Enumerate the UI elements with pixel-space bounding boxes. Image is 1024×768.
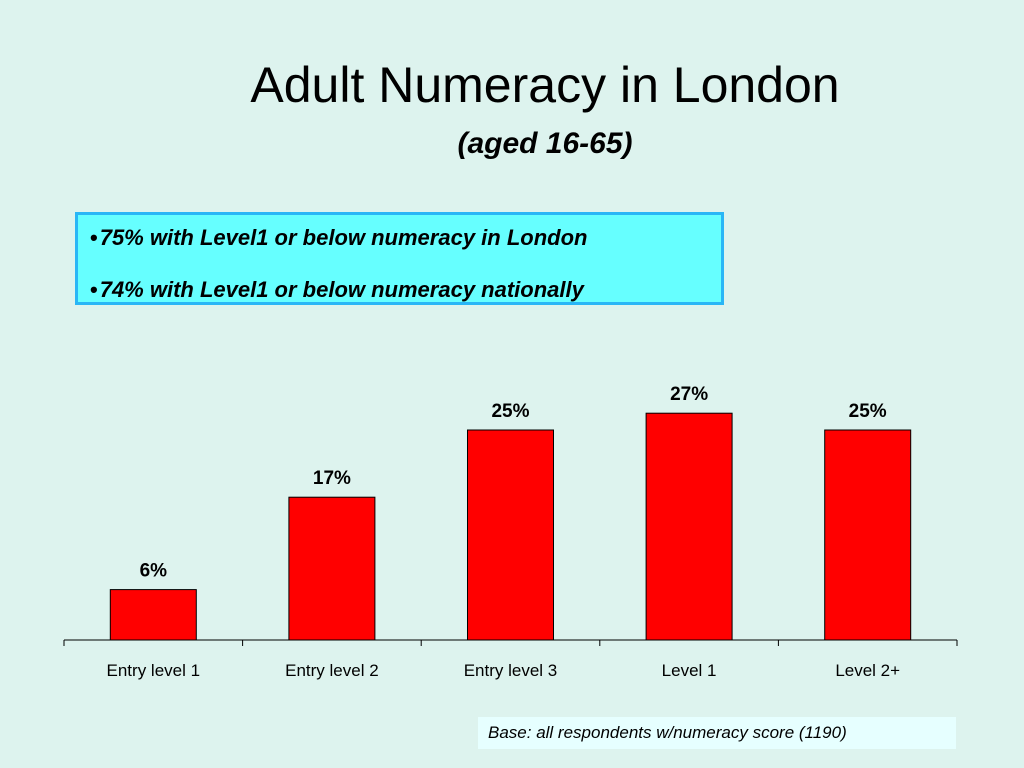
bar <box>824 429 912 641</box>
callout-item-text: 74% with Level1 or below numeracy nation… <box>99 277 584 302</box>
bar <box>645 412 733 641</box>
data-label: 25% <box>491 401 529 422</box>
slide-title: Adult Numeracy in London <box>250 57 840 113</box>
data-label: 6% <box>140 561 168 582</box>
slide-subtitle: (aged 16-65) <box>457 127 633 160</box>
x-tick-label: Level 1 <box>662 661 717 680</box>
x-tick-label: Entry level 2 <box>285 661 379 680</box>
data-label: 25% <box>849 401 887 422</box>
x-tick-label: Level 2+ <box>835 661 900 680</box>
bullet-icon: • <box>90 277 98 302</box>
data-label: 27% <box>670 384 708 405</box>
callout-item-text: 75% with Level1 or below numeracy in Lon… <box>99 225 588 250</box>
x-tick-label: Entry level 1 <box>107 661 201 680</box>
x-tick-label: Entry level 3 <box>464 661 558 680</box>
callout-box: •75% with Level1 or below numeracy in Lo… <box>75 212 724 305</box>
data-label: 17% <box>313 468 351 489</box>
bar <box>109 589 197 641</box>
bar <box>467 429 554 641</box>
callout-item: •75% with Level1 or below numeracy in Lo… <box>90 225 587 251</box>
base-footnote: Base: all respondents w/numeracy score (… <box>478 717 956 749</box>
bullet-icon: • <box>90 225 98 250</box>
callout-item: •74% with Level1 or below numeracy natio… <box>90 277 584 303</box>
bar <box>288 496 376 641</box>
